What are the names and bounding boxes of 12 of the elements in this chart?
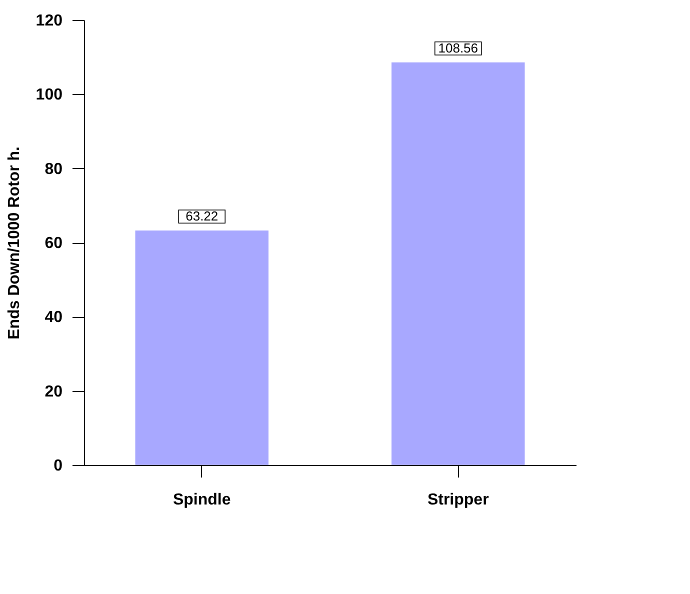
x-tick-label: Spindle — [172, 492, 231, 508]
y-axis-title: Ends Down/1000 Rotor h. — [6, 146, 23, 340]
y-tick-label: 100 — [36, 86, 63, 104]
y-tick-label: 120 — [36, 12, 63, 30]
x-tick-label: Stripper — [427, 492, 489, 508]
y-tick-label: 40 — [44, 309, 63, 326]
data-label: 63.22 — [186, 208, 218, 224]
y-tick-label: 20 — [44, 383, 63, 400]
y-tick-label: 0 — [54, 458, 63, 474]
y-tick-label: 60 — [44, 235, 63, 252]
data-label: 108.56 — [438, 40, 478, 56]
y-tick-label: 80 — [44, 160, 63, 178]
